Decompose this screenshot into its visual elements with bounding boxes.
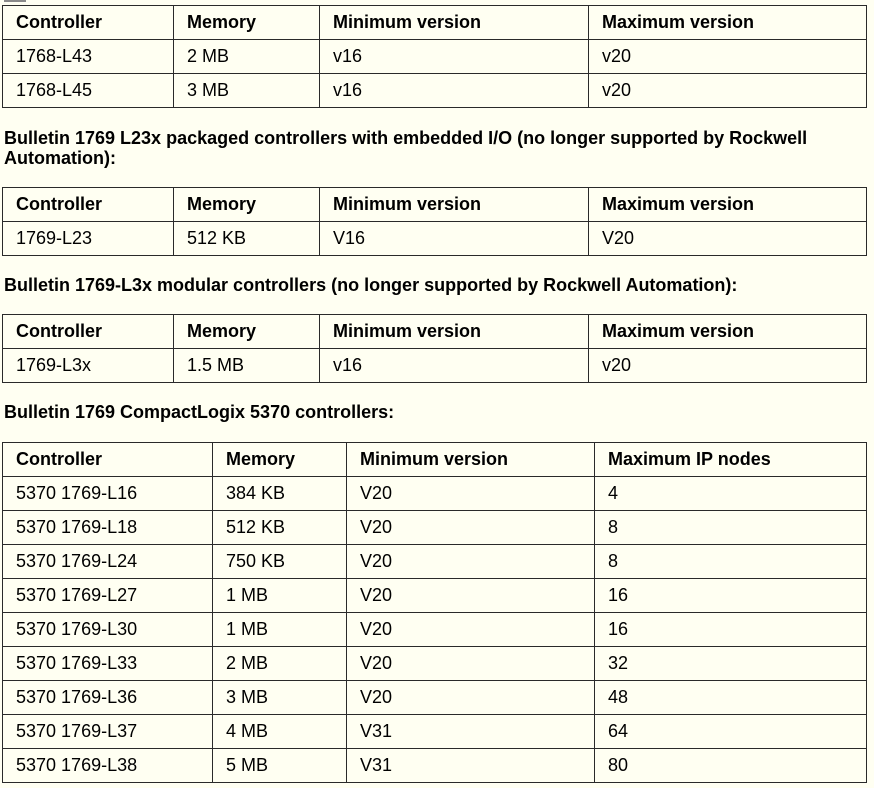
table-row: 1768-L45 3 MB v16 v20 bbox=[2, 73, 867, 108]
cell-memory: 384 KB bbox=[212, 476, 347, 511]
cell-minimum-version: v16 bbox=[319, 39, 589, 74]
table-row: 5370 1769-L27 1 MB V20 16 bbox=[2, 578, 867, 613]
cell-controller: 1769-L23 bbox=[2, 221, 174, 256]
cell-controller: 5370 1769-L38 bbox=[2, 748, 213, 783]
controllers-l23x-table: Controller Memory Minimum version Maximum v… bbox=[2, 187, 867, 256]
column-header-maximum: Maximum version bbox=[588, 5, 867, 40]
cell-memory: 5 MB bbox=[212, 748, 347, 783]
table-row: 5370 1769-L37 4 MB V31 64 bbox=[2, 714, 867, 749]
cell-maximum: 8 bbox=[594, 510, 867, 545]
top-edge-mark bbox=[4, 0, 26, 2]
table-row: 1769-L23 512 KB V16 V20 bbox=[2, 221, 867, 256]
table-header-row: Controller Memory Minimum version Maximum v… bbox=[2, 187, 867, 222]
cell-maximum: 80 bbox=[594, 748, 867, 783]
cell-memory: 3 MB bbox=[212, 680, 347, 715]
table-row: 5370 1769-L38 5 MB V31 80 bbox=[2, 748, 867, 783]
column-header-minimum-version: Minimum version bbox=[346, 442, 595, 477]
cell-maximum: v20 bbox=[588, 39, 867, 74]
table-row: 5370 1769-L30 1 MB V20 16 bbox=[2, 612, 867, 647]
column-header-controller: Controller bbox=[2, 187, 174, 222]
cell-controller: 1768-L45 bbox=[2, 73, 174, 108]
cell-minimum-version: V20 bbox=[346, 612, 595, 647]
cell-maximum: 4 bbox=[594, 476, 867, 511]
section-heading-l3x: Bulletin 1769-L3x modular controllers (n… bbox=[4, 275, 738, 295]
column-header-memory: Memory bbox=[173, 5, 320, 40]
column-header-controller: Controller bbox=[2, 5, 174, 40]
cell-controller: 5370 1769-L37 bbox=[2, 714, 213, 749]
cell-controller: 5370 1769-L30 bbox=[2, 612, 213, 647]
cell-memory: 2 MB bbox=[173, 39, 320, 74]
table-row: 1769-L3x 1.5 MB v16 v20 bbox=[2, 348, 867, 383]
cell-maximum: V20 bbox=[588, 221, 867, 256]
cell-controller: 1768-L43 bbox=[2, 39, 174, 74]
cell-minimum-version: V20 bbox=[346, 510, 595, 545]
table-row: 5370 1769-L18 512 KB V20 8 bbox=[2, 510, 867, 545]
cell-memory: 3 MB bbox=[173, 73, 320, 108]
table-header-row: Controller Memory Minimum version Maximum v… bbox=[2, 314, 867, 349]
column-header-controller: Controller bbox=[2, 314, 174, 349]
cell-minimum-version: v16 bbox=[319, 348, 589, 383]
cell-controller: 5370 1769-L33 bbox=[2, 646, 213, 681]
cell-maximum: 16 bbox=[594, 578, 867, 613]
cell-memory: 750 KB bbox=[212, 544, 347, 579]
cell-controller: 5370 1769-L36 bbox=[2, 680, 213, 715]
cell-memory: 1.5 MB bbox=[173, 348, 320, 383]
controllers-5370-table: Controller Memory Minimum version Maximum I… bbox=[2, 442, 867, 783]
cell-maximum: 48 bbox=[594, 680, 867, 715]
column-header-maximum: Maximum IP nodes bbox=[594, 442, 867, 477]
cell-maximum: v20 bbox=[588, 348, 867, 383]
table-row: 1768-L43 2 MB v16 v20 bbox=[2, 39, 867, 74]
cell-memory: 1 MB bbox=[212, 612, 347, 647]
cell-memory: 512 KB bbox=[173, 221, 320, 256]
column-header-memory: Memory bbox=[212, 442, 347, 477]
cell-minimum-version: V31 bbox=[346, 748, 595, 783]
controllers-l3x-table: Controller Memory Minimum version Maximum v… bbox=[2, 314, 867, 383]
column-header-minimum-version: Minimum version bbox=[319, 5, 589, 40]
cell-maximum: 8 bbox=[594, 544, 867, 579]
cell-controller: 5370 1769-L18 bbox=[2, 510, 213, 545]
cell-minimum-version: V20 bbox=[346, 544, 595, 579]
cell-minimum-version: V20 bbox=[346, 578, 595, 613]
cell-maximum: 64 bbox=[594, 714, 867, 749]
section-heading-l23x: Bulletin 1769 L23x packaged controllers … bbox=[4, 128, 808, 168]
cell-memory: 4 MB bbox=[212, 714, 347, 749]
cell-minimum-version: V20 bbox=[346, 476, 595, 511]
cell-maximum: 32 bbox=[594, 646, 867, 681]
cell-minimum-version: V20 bbox=[346, 646, 595, 681]
cell-memory: 1 MB bbox=[212, 578, 347, 613]
controllers-1768-table: Controller Memory Minimum version Maximum v… bbox=[2, 5, 867, 108]
cell-minimum-version: V20 bbox=[346, 680, 595, 715]
table-header-row: Controller Memory Minimum version Maximum v… bbox=[2, 5, 867, 40]
cell-memory: 512 KB bbox=[212, 510, 347, 545]
cell-minimum-version: v16 bbox=[319, 73, 589, 108]
column-header-maximum: Maximum version bbox=[588, 314, 867, 349]
table-row: 5370 1769-L36 3 MB V20 48 bbox=[2, 680, 867, 715]
cell-controller: 1769-L3x bbox=[2, 348, 174, 383]
cell-minimum-version: V16 bbox=[319, 221, 589, 256]
cell-memory: 2 MB bbox=[212, 646, 347, 681]
column-header-minimum-version: Minimum version bbox=[319, 314, 589, 349]
table-row: 5370 1769-L16 384 KB V20 4 bbox=[2, 476, 867, 511]
table-header-row: Controller Memory Minimum version Maximum I… bbox=[2, 442, 867, 477]
cell-maximum: 16 bbox=[594, 612, 867, 647]
cell-controller: 5370 1769-L16 bbox=[2, 476, 213, 511]
cell-minimum-version: V31 bbox=[346, 714, 595, 749]
cell-maximum: v20 bbox=[588, 73, 867, 108]
section-heading-5370: Bulletin 1769 CompactLogix 5370 controll… bbox=[4, 402, 395, 422]
column-header-controller: Controller bbox=[2, 442, 213, 477]
cell-controller: 5370 1769-L24 bbox=[2, 544, 213, 579]
column-header-memory: Memory bbox=[173, 187, 320, 222]
table-row: 5370 1769-L24 750 KB V20 8 bbox=[2, 544, 867, 579]
column-header-maximum: Maximum version bbox=[588, 187, 867, 222]
column-header-memory: Memory bbox=[173, 314, 320, 349]
column-header-minimum-version: Minimum version bbox=[319, 187, 589, 222]
cell-controller: 5370 1769-L27 bbox=[2, 578, 213, 613]
table-row: 5370 1769-L33 2 MB V20 32 bbox=[2, 646, 867, 681]
